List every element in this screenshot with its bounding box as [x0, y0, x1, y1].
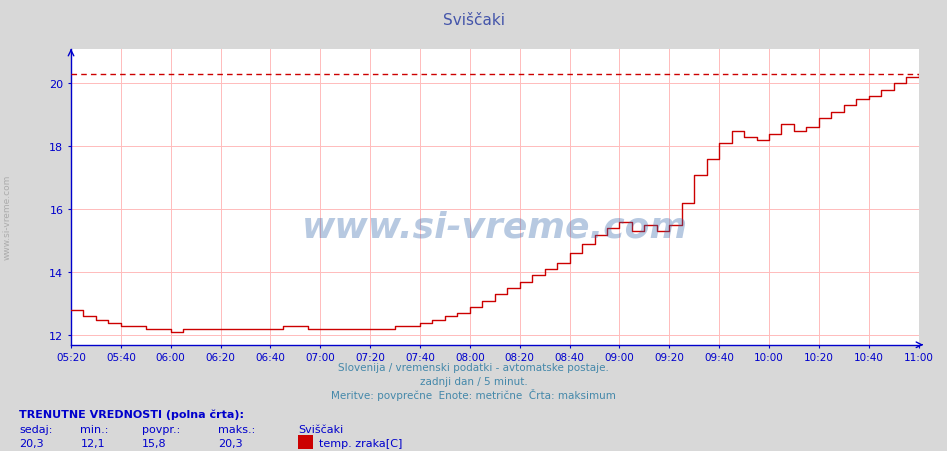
Text: 20,3: 20,3 — [218, 438, 242, 448]
Text: Sviščaki: Sviščaki — [298, 424, 344, 434]
Text: Meritve: povprečne  Enote: metrične  Črta: maksimum: Meritve: povprečne Enote: metrične Črta:… — [331, 389, 616, 400]
Text: maks.:: maks.: — [218, 424, 255, 434]
Text: 15,8: 15,8 — [142, 438, 167, 448]
Text: www.si-vreme.com: www.si-vreme.com — [2, 174, 11, 259]
Text: min.:: min.: — [80, 424, 109, 434]
Text: sedaj:: sedaj: — [19, 424, 52, 434]
Text: Slovenija / vremenski podatki - avtomatske postaje.: Slovenija / vremenski podatki - avtomats… — [338, 363, 609, 373]
Text: povpr.:: povpr.: — [142, 424, 180, 434]
Text: www.si-vreme.com: www.si-vreme.com — [302, 210, 688, 244]
Text: 20,3: 20,3 — [19, 438, 44, 448]
Text: Sviščaki: Sviščaki — [442, 13, 505, 28]
Text: TRENUTNE VREDNOSTI (polna črta):: TRENUTNE VREDNOSTI (polna črta): — [19, 409, 244, 419]
Text: temp. zraka[C]: temp. zraka[C] — [319, 438, 402, 448]
Text: zadnji dan / 5 minut.: zadnji dan / 5 minut. — [420, 376, 527, 386]
Text: 12,1: 12,1 — [80, 438, 105, 448]
